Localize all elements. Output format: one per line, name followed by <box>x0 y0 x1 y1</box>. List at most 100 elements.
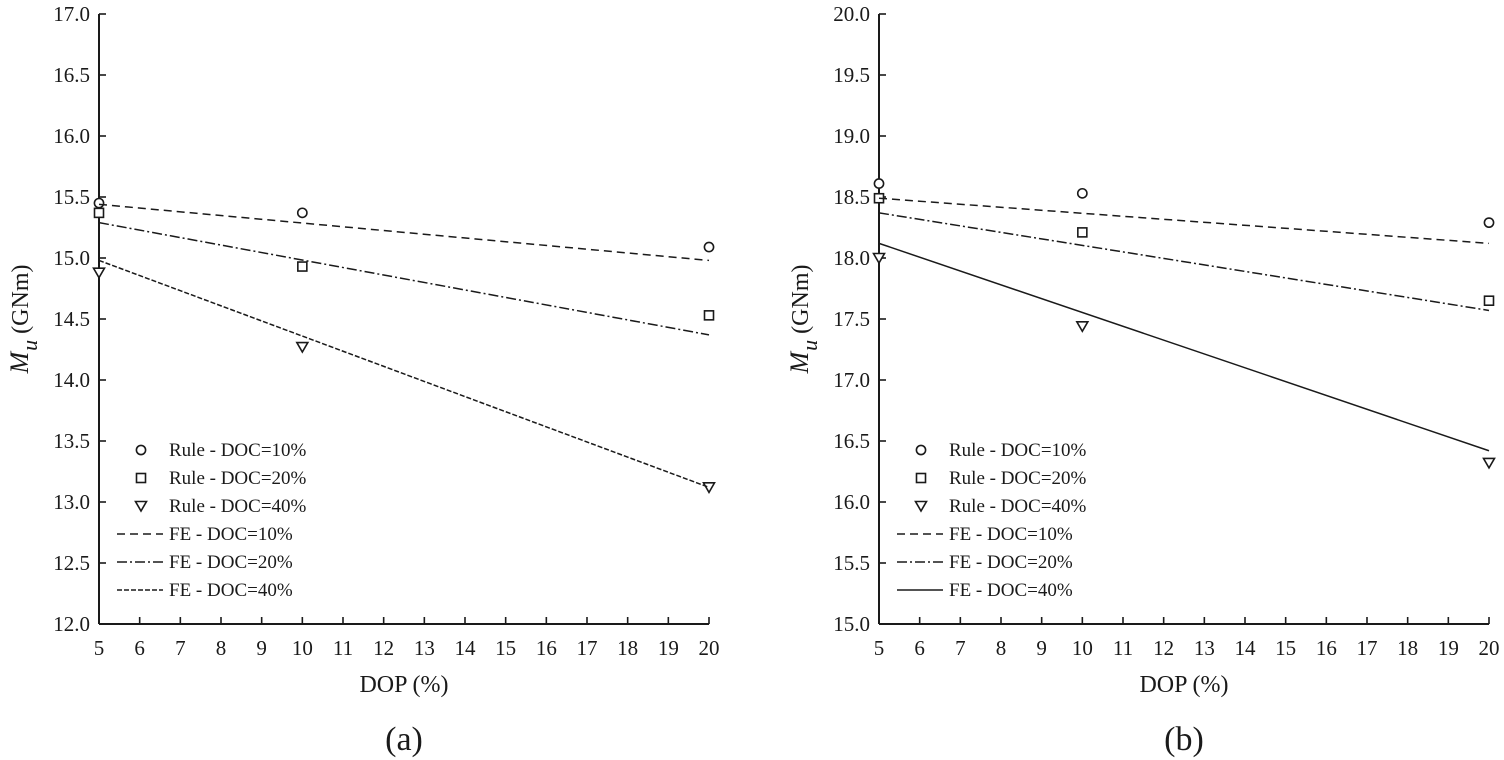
x-tick-label: 19 <box>1438 636 1459 660</box>
y-axis-symbol: M <box>785 351 814 375</box>
y-tick-label: 18.5 <box>833 185 870 209</box>
rule-point-series-0 <box>1076 187 1088 199</box>
x-tick-label: 5 <box>94 636 105 660</box>
y-axis-subscript: u <box>797 340 822 351</box>
rule-point-series-0 <box>873 178 885 189</box>
x-tick-label: 18 <box>617 636 638 660</box>
x-tick-label: 17 <box>1357 636 1378 660</box>
rule-point-series-2 <box>872 252 886 265</box>
x-tick-label: 7 <box>955 636 966 660</box>
legend-label: FE - DOC=40% <box>169 580 293 601</box>
fe-line-series-3 <box>878 197 1490 245</box>
x-tick-label: 15 <box>495 636 516 660</box>
legend-marker-swatch <box>915 472 927 484</box>
y-tick-label: 16.5 <box>833 429 870 453</box>
y-tick-label: 17.5 <box>833 307 870 331</box>
x-tick-label: 6 <box>914 636 925 660</box>
legend-label: Rule - DOC=40% <box>169 496 307 517</box>
fe-line-series-5 <box>98 259 710 489</box>
y-tick-label: 13.0 <box>53 490 90 514</box>
legend-label: FE - DOC=20% <box>949 552 1073 573</box>
y-axis-unit: (GNm) <box>8 265 34 334</box>
fe-line-series-5 <box>878 242 1490 452</box>
legend-marker-swatch <box>915 444 927 456</box>
y-tick-label: 19.0 <box>833 124 870 148</box>
panel-b: 15.0 15.5 16.0 16.5 17.0 17.5 18.0 18.5 19.0 19.5… <box>785 2 1500 758</box>
y-tick-label: 15.5 <box>53 185 90 209</box>
rule-point-series-2 <box>1075 321 1090 333</box>
y-tick-label: 15.0 <box>53 246 90 270</box>
x-tick-label: 18 <box>1397 636 1418 660</box>
y-tick-label: 16.5 <box>53 63 90 87</box>
legend-marker-swatch <box>134 500 148 513</box>
y-tick-label: 12.5 <box>53 551 90 575</box>
x-tick-label: 10 <box>1072 636 1093 660</box>
rule-point-series-0 <box>296 207 308 219</box>
legend-marker-swatch <box>135 472 147 484</box>
legend-label: FE - DOC=40% <box>949 580 1073 601</box>
x-tick-label: 11 <box>1113 636 1133 660</box>
x-tick-label: 14 <box>455 636 477 660</box>
y-tick-label: 14.5 <box>53 307 90 331</box>
legend-label: Rule - DOC=40% <box>949 496 1087 517</box>
y-tick-label: 19.5 <box>833 63 870 87</box>
legend-label: Rule - DOC=20% <box>949 468 1087 489</box>
y-axis-title: Mu (GNm) <box>785 265 822 375</box>
y-tick-label: 17.0 <box>833 368 870 392</box>
fe-line-series-3 <box>98 203 710 262</box>
x-tick-label: 19 <box>658 636 679 660</box>
legend-marker-swatch <box>914 500 928 513</box>
y-axis-symbol: M <box>5 351 34 375</box>
y-tick-label: 13.5 <box>53 429 90 453</box>
y-tick-label: 18.0 <box>833 246 870 270</box>
rule-point-series-2 <box>702 482 716 494</box>
rule-point-series-1 <box>1483 295 1495 307</box>
y-axis-subscript: u <box>17 340 42 351</box>
x-tick-label: 17 <box>577 636 598 660</box>
legend-label: FE - DOC=10% <box>949 524 1073 545</box>
rule-point-series-0 <box>1483 217 1495 229</box>
y-tick-label: 15.0 <box>833 612 870 636</box>
rule-point-series-1 <box>703 310 715 321</box>
x-tick-label: 16 <box>1316 636 1337 660</box>
fe-line-series-4 <box>98 221 710 336</box>
rule-point-series-0 <box>93 197 105 209</box>
panel-a: 12.0 12.5 13.0 13.5 14.0 14.5 15.0 15.5 16.0 16.5… <box>5 2 720 758</box>
x-tick-label: 8 <box>996 636 1007 660</box>
x-tick-label: 9 <box>1036 636 1047 660</box>
x-tick-label: 7 <box>175 636 186 660</box>
x-tick-label: 20 <box>699 636 720 660</box>
legend-label: Rule - DOC=10% <box>169 440 307 461</box>
x-tick-label: 8 <box>216 636 227 660</box>
legend-label: FE - DOC=20% <box>169 552 293 573</box>
x-axis-title: DOP (%) <box>1139 672 1228 698</box>
fe-line-series-4 <box>878 212 1490 312</box>
x-tick-label: 12 <box>373 636 394 660</box>
y-axis-title: Mu (GNm) <box>5 265 42 375</box>
x-tick-label: 20 <box>1479 636 1500 660</box>
rule-point-series-2 <box>1482 457 1496 470</box>
rule-point-series-1 <box>1077 227 1088 238</box>
panel-label: (b) <box>1164 721 1204 758</box>
y-tick-label: 16.0 <box>833 490 870 514</box>
x-tick-label: 9 <box>256 636 267 660</box>
x-tick-label: 14 <box>1235 636 1257 660</box>
y-tick-label: 15.5 <box>833 551 870 575</box>
y-tick-label: 17.0 <box>53 2 90 26</box>
x-tick-label: 11 <box>333 636 353 660</box>
legend-label: Rule - DOC=10% <box>949 440 1087 461</box>
x-tick-label: 13 <box>1194 636 1215 660</box>
legend-label: FE - DOC=10% <box>169 524 293 545</box>
rule-point-series-2 <box>295 341 310 354</box>
rule-point-series-1 <box>297 261 308 272</box>
y-tick-label: 16.0 <box>53 124 90 148</box>
rule-point-series-0 <box>703 241 715 253</box>
y-axis-unit: (GNm) <box>788 265 814 334</box>
x-tick-label: 5 <box>874 636 885 660</box>
rule-point-series-1 <box>93 207 105 219</box>
x-tick-label: 13 <box>414 636 435 660</box>
y-tick-label: 20.0 <box>833 2 870 26</box>
x-tick-label: 6 <box>134 636 145 660</box>
x-tick-label: 10 <box>292 636 313 660</box>
